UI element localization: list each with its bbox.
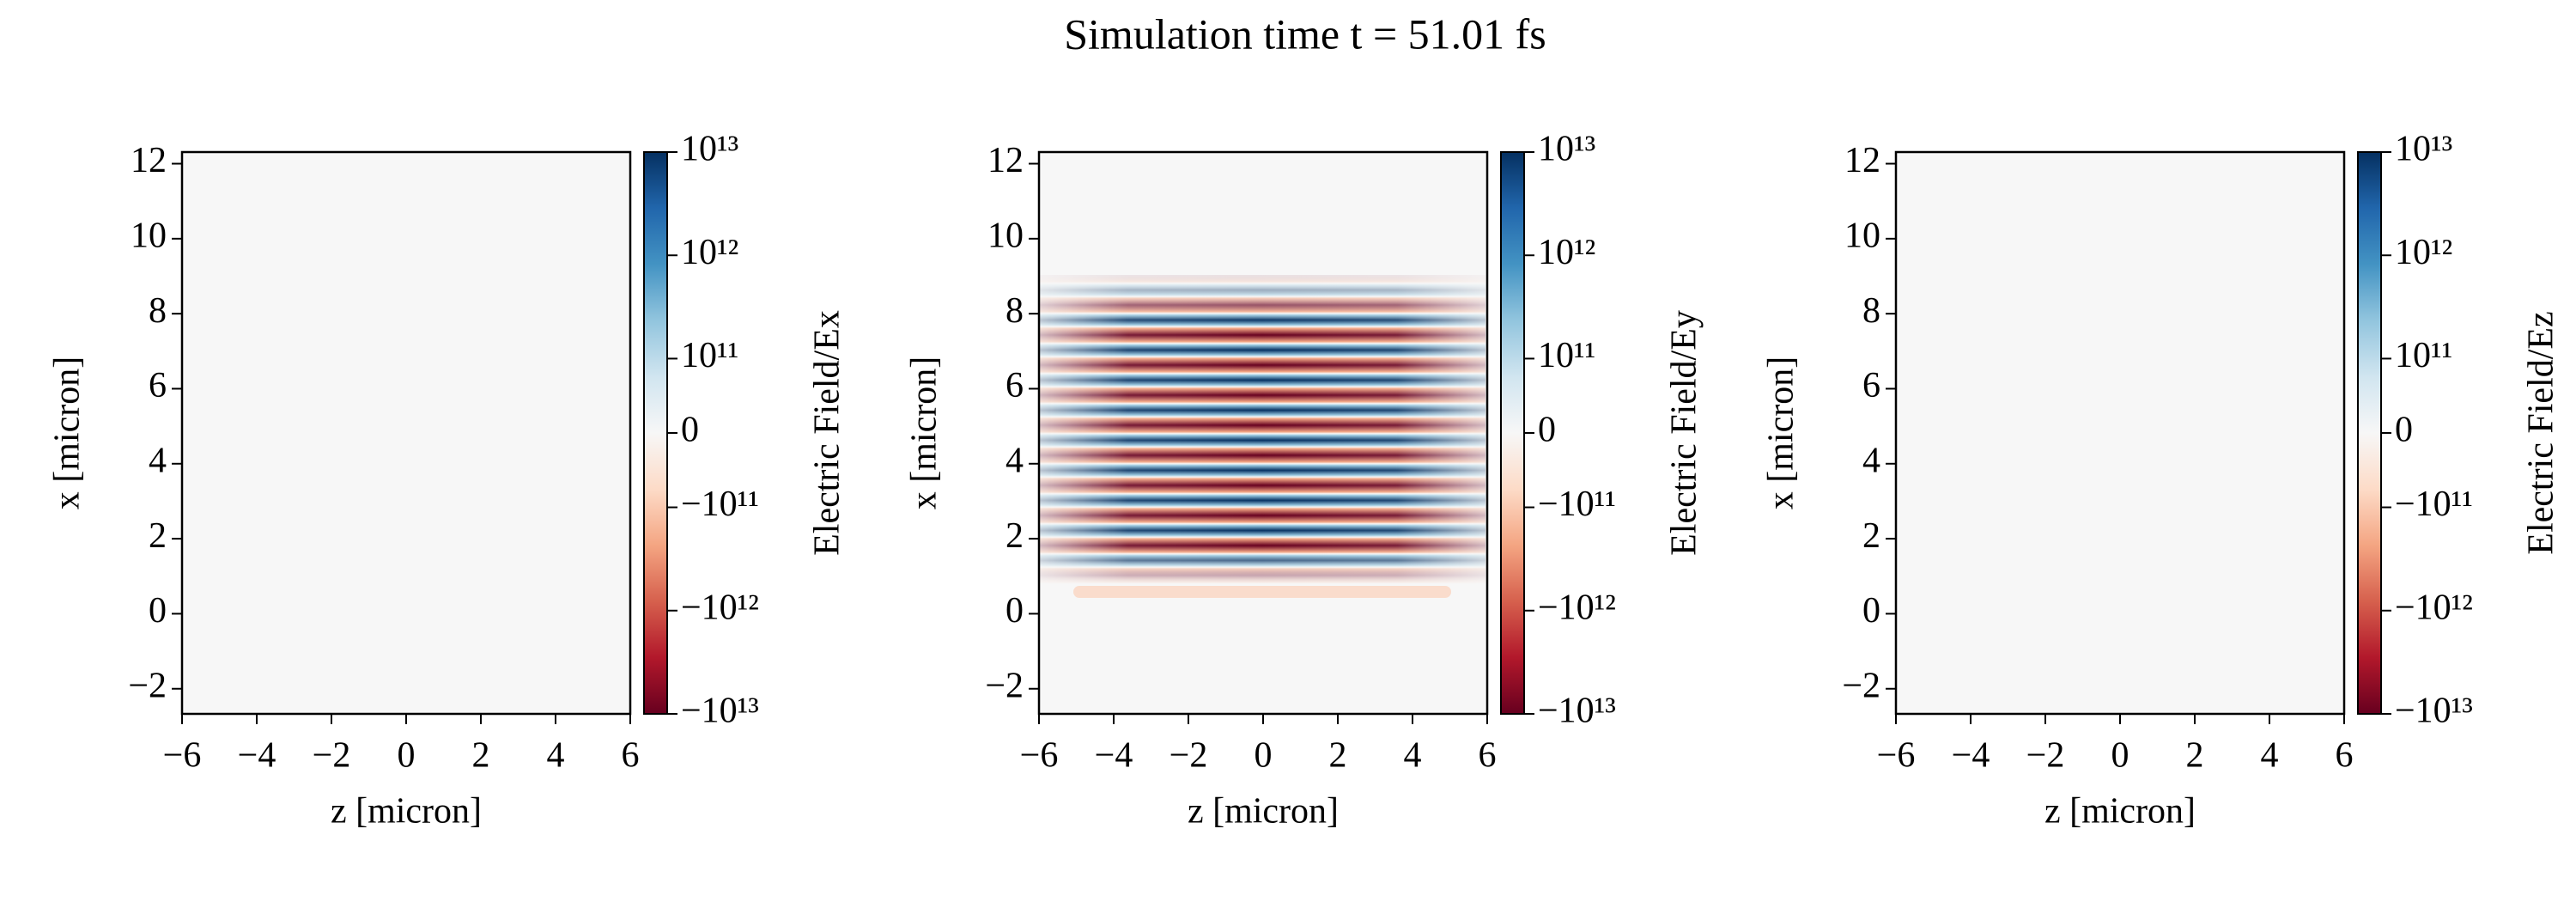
colorbar-tick-label: −10¹² xyxy=(1538,588,1616,627)
colorbar-tick-label: −10¹³ xyxy=(2395,692,2473,731)
y-tick-label: 12 xyxy=(1844,141,1880,180)
colorbar-tick-label: 10¹¹ xyxy=(681,336,738,375)
x-tick-label: −6 xyxy=(1877,736,1916,776)
y-tick-label: 2 xyxy=(1862,516,1880,556)
colorbar-tick-label: 10¹¹ xyxy=(1538,336,1595,375)
x-axis-label: z [micron] xyxy=(1188,792,1339,832)
x-tick-label: 0 xyxy=(2111,736,2129,776)
colorbar-tick-label: 10¹³ xyxy=(2395,130,2452,169)
y-tick-label: 8 xyxy=(149,291,167,331)
colorbar-label: Electric Field/Ex xyxy=(808,310,848,556)
y-tick-label: 10 xyxy=(131,216,167,255)
x-tick-label: 0 xyxy=(398,736,416,776)
colorbar-tick-label: 10¹³ xyxy=(681,130,738,169)
colorbar-tick-label: −10¹² xyxy=(681,588,759,627)
colorbar-tick-label: −10¹³ xyxy=(681,692,759,731)
x-tick-label: 4 xyxy=(547,736,565,776)
colorbar-tick-label: −10¹² xyxy=(2395,588,2473,627)
colorbar-tick-label: −10¹¹ xyxy=(2395,485,2473,524)
axes-layer: −6 −4 −2 0 2 4 6 −2 0 2 4 6 8 10 12 z [micron] x [micron… xyxy=(48,130,2561,832)
y-tick-label: 0 xyxy=(149,591,167,631)
y-tick-label: 12 xyxy=(131,141,167,180)
x-tick-label: 2 xyxy=(472,736,490,776)
field-pattern xyxy=(1039,271,1485,598)
y-axis-label: x [micron] xyxy=(905,357,945,509)
x-tick-label: 2 xyxy=(2186,736,2204,776)
y-tick-label: 6 xyxy=(149,366,167,405)
x-tick-label: 4 xyxy=(2261,736,2279,776)
y-tick-label: 12 xyxy=(987,141,1024,180)
colorbar-tick-label: −10¹¹ xyxy=(1538,485,1616,524)
x-tick-label: −2 xyxy=(313,736,351,776)
colorbar-tick-label: 0 xyxy=(681,411,699,450)
y-tick-label: 8 xyxy=(1005,291,1024,331)
colorbar-tick-label: 10¹³ xyxy=(1538,130,1595,169)
x-axis-label: z [micron] xyxy=(2044,792,2196,832)
y-tick-label: 4 xyxy=(149,441,167,480)
colorbar xyxy=(1500,151,1525,715)
colorbar xyxy=(2357,151,2382,715)
x-tick-label: 6 xyxy=(622,736,640,776)
colorbar-label: Electric Field/Ez xyxy=(2522,311,2561,554)
field-fade xyxy=(1039,550,1485,588)
x-tick-label: 2 xyxy=(1329,736,1347,776)
y-tick-label: −2 xyxy=(985,666,1024,705)
colorbar-label: Electric Field/Ey xyxy=(1665,310,1704,556)
x-tick-label: 0 xyxy=(1255,736,1273,776)
y-tick-label: 6 xyxy=(1005,366,1024,405)
y-tick-label: 6 xyxy=(1862,366,1880,405)
x-tick-label: −4 xyxy=(238,736,276,776)
x-tick-label: −4 xyxy=(1952,736,1990,776)
x-tick-label: −2 xyxy=(1170,736,1208,776)
colorbar-tick-label: 0 xyxy=(1538,411,1556,450)
y-tick-label: 8 xyxy=(1862,291,1880,331)
y-tick-label: 2 xyxy=(149,516,167,556)
colorbar-tick-label: 10¹² xyxy=(1538,233,1595,272)
y-tick-label: 0 xyxy=(1862,591,1880,631)
field-stripes xyxy=(1039,275,1485,584)
x-tick-label: 6 xyxy=(2336,736,2354,776)
colorbar-tick-label: −10¹³ xyxy=(1538,692,1616,731)
x-tick-label: 4 xyxy=(1404,736,1422,776)
colorbar-tick-label: 10¹² xyxy=(681,233,738,272)
field-edge xyxy=(1073,586,1451,598)
x-tick-label: −4 xyxy=(1095,736,1133,776)
y-tick-label: 4 xyxy=(1005,441,1024,480)
y-axis-label: x [micron] xyxy=(1762,357,1801,509)
field-fade xyxy=(1039,271,1485,322)
y-tick-label: 4 xyxy=(1862,441,1880,480)
plot-background xyxy=(1896,152,2344,714)
y-tick-label: 0 xyxy=(1005,591,1024,631)
x-tick-label: −2 xyxy=(2026,736,2065,776)
x-tick-label: −6 xyxy=(163,736,202,776)
plot-background xyxy=(182,152,630,714)
colorbar-tick-label: 10¹¹ xyxy=(2395,336,2452,375)
y-axis-label: x [micron] xyxy=(48,357,88,509)
colorbar-tick-label: 0 xyxy=(2395,411,2413,450)
figure-title: Simulation time t = 51.01 fs xyxy=(1064,9,1546,58)
x-tick-label: −6 xyxy=(1020,736,1059,776)
x-axis-label: z [micron] xyxy=(331,792,482,832)
colorbar-tick-label: −10¹¹ xyxy=(681,485,759,524)
y-tick-label: 2 xyxy=(1005,516,1024,556)
y-tick-label: −2 xyxy=(1842,666,1880,705)
y-tick-label: 10 xyxy=(1844,216,1880,255)
y-tick-label: −2 xyxy=(128,666,167,705)
x-tick-label: 6 xyxy=(1479,736,1497,776)
colorbar xyxy=(643,151,668,715)
colorbar-tick-label: 10¹² xyxy=(2395,233,2452,272)
y-tick-label: 10 xyxy=(987,216,1024,255)
